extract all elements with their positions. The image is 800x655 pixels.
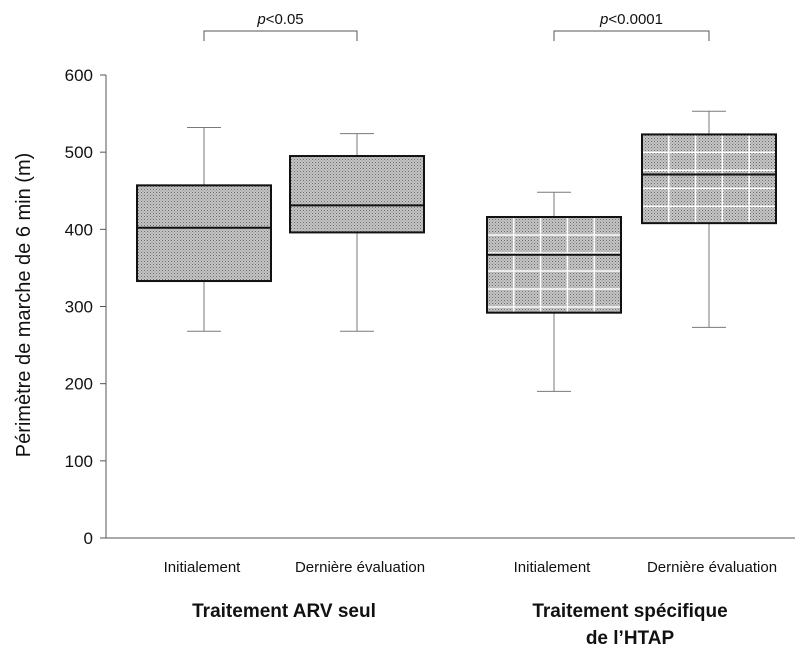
box-outline — [136, 184, 272, 283]
p-value-label: p<0.0001 — [599, 11, 663, 28]
box-fill — [642, 134, 776, 224]
y-ticks: 0 100 200 300 400 500 600 — [65, 66, 106, 548]
y-tick-label: 500 — [65, 143, 93, 162]
y-tick-label: 600 — [65, 66, 93, 85]
box-outline — [641, 133, 777, 225]
group-labels: Traitement ARV seul Traitement spécifique… — [192, 601, 728, 649]
category-label: Initialement — [164, 559, 242, 576]
category-label: Dernière évaluation — [295, 559, 425, 576]
category-label: Dernière évaluation — [647, 559, 777, 576]
p-value-bracket — [553, 30, 710, 41]
p-value-label: p<0.05 — [256, 11, 303, 28]
y-tick-label: 0 — [84, 529, 93, 548]
y-tick-label: 400 — [65, 220, 93, 239]
box-fill — [487, 216, 621, 313]
y-axis-label: Périmètre de marche de 6 min (m) — [13, 153, 35, 458]
category-label: Initialement — [514, 559, 592, 576]
y-tick-label: 200 — [65, 375, 93, 394]
p-value-brackets: p<0.05 p<0.0001 — [203, 11, 710, 41]
group-label: Traitement spécifique — [532, 601, 727, 622]
boxes — [136, 110, 777, 392]
box-fill — [137, 185, 271, 282]
box-outline — [289, 155, 425, 234]
y-tick-label: 300 — [65, 298, 93, 317]
p-value-bracket — [203, 30, 358, 41]
group-label: Traitement ARV seul — [192, 601, 376, 622]
group-label: de l’HTAP — [586, 628, 675, 649]
y-tick-label: 100 — [65, 452, 93, 471]
box-outline — [486, 215, 622, 314]
box-fill — [290, 156, 424, 233]
category-labels: Initialement Dernière évaluation Initialem… — [164, 559, 777, 576]
